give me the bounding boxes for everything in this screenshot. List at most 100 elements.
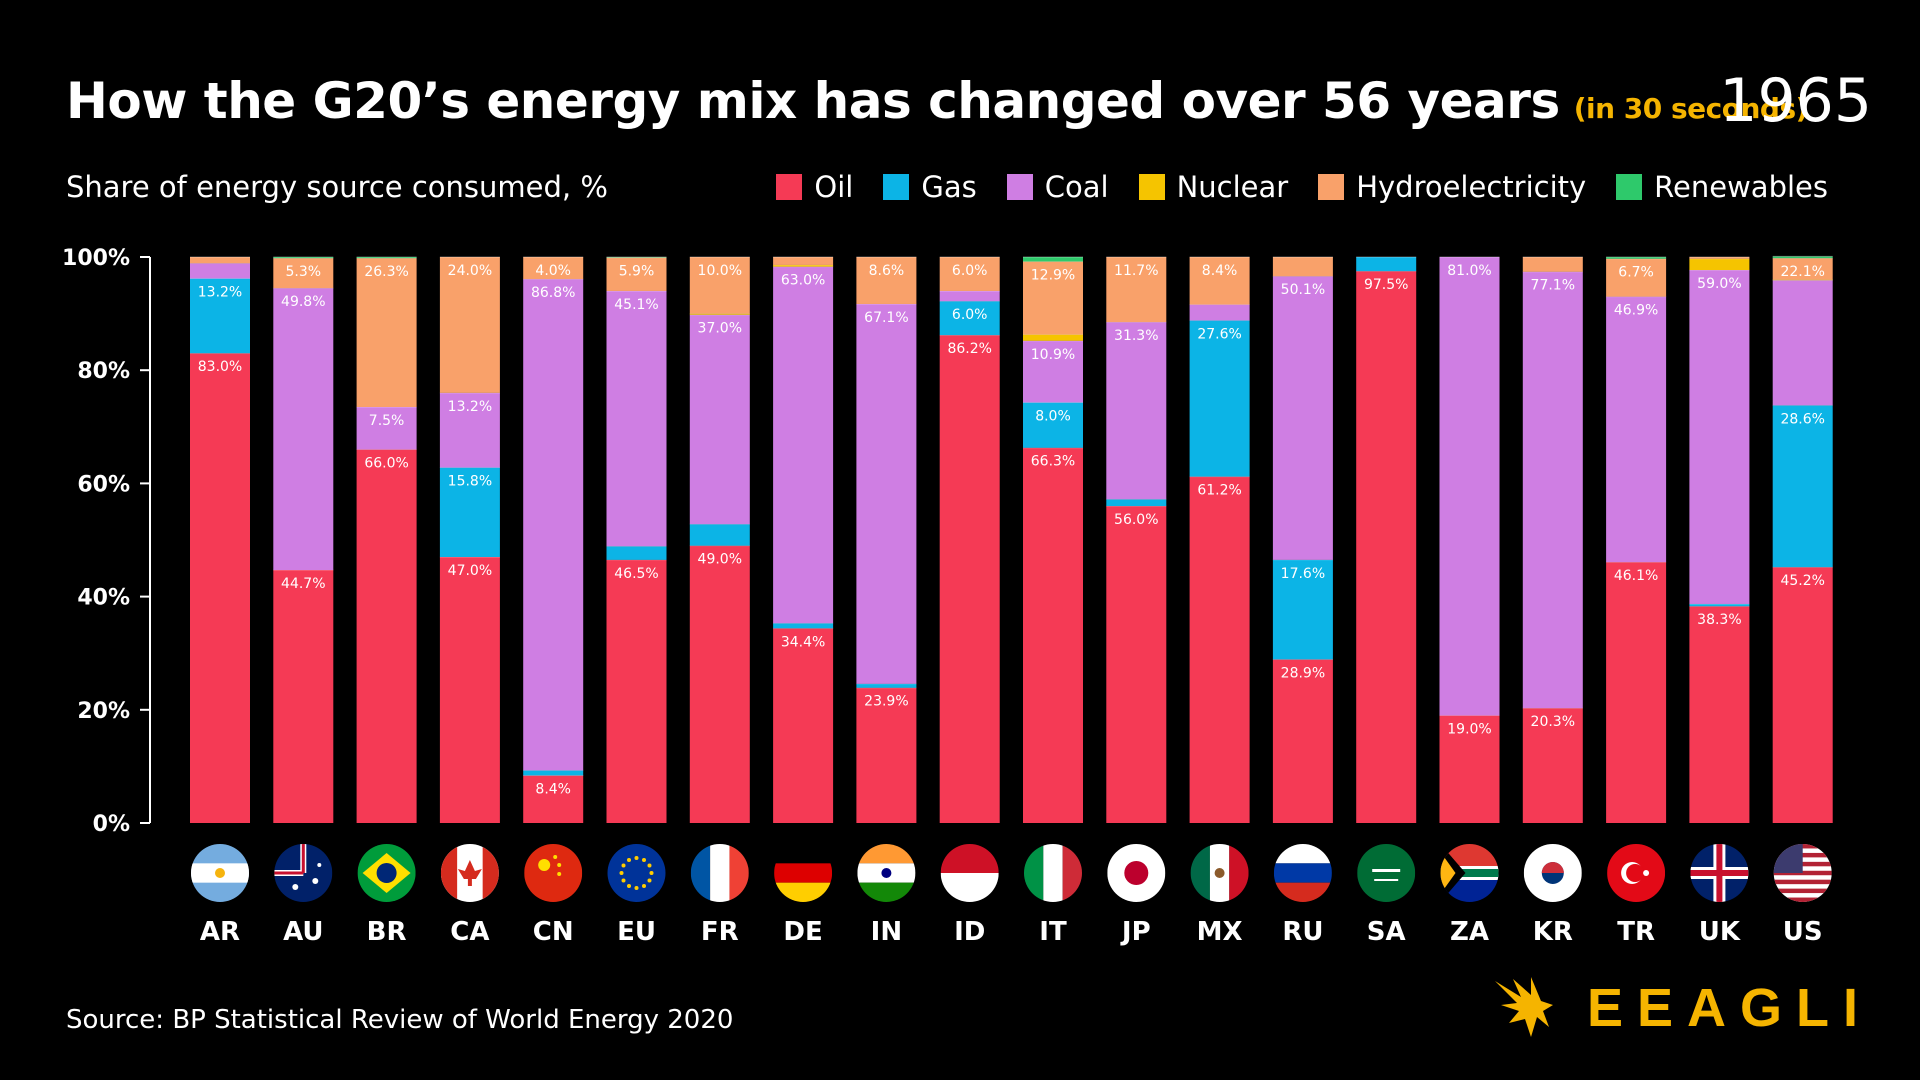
- x-tick-label: ZA: [1450, 917, 1489, 947]
- bar-segment-oil: [1189, 476, 1250, 823]
- data-label-coal: 67.1%: [864, 310, 908, 326]
- bar-segment-oil: [1023, 447, 1083, 823]
- data-label-hydro: 5.9%: [619, 264, 655, 280]
- bar-segment-renewables: [356, 257, 417, 259]
- data-label-hydro: 11.7%: [1114, 263, 1158, 279]
- data-label-gas: 17.6%: [1281, 566, 1325, 582]
- bar-segment-hydro: [439, 257, 500, 393]
- bar-segment-coal: [1522, 271, 1583, 709]
- bar-segment-oil: [523, 775, 584, 823]
- bar-segment-renewables: [1772, 256, 1833, 259]
- bar-segment-coal: [1189, 304, 1250, 321]
- bar-segment-gas: [939, 301, 1000, 336]
- bar-segment-gas: [856, 683, 917, 688]
- bar-segment-oil: [356, 449, 417, 823]
- data-label-oil: 44.7%: [281, 576, 325, 592]
- data-label-oil: 86.2%: [947, 341, 991, 357]
- eu-flag-icon: [607, 844, 666, 902]
- data-label-oil: 97.5%: [1364, 277, 1408, 293]
- data-label-hydro: 4.0%: [535, 263, 571, 279]
- bar-segment-gas: [1189, 320, 1250, 477]
- bar-segment-coal: [689, 314, 750, 525]
- data-label-oil: 8.4%: [535, 781, 571, 797]
- x-tick-label: JP: [1120, 917, 1151, 947]
- bar-segment-hydro: [1772, 258, 1833, 280]
- data-label-coal: 63.0%: [781, 273, 825, 289]
- x-tick-label: MX: [1197, 917, 1243, 947]
- bar-segment-gas: [523, 770, 584, 776]
- bar-segment-renewables: [1023, 257, 1083, 262]
- x-tick-label: CA: [450, 917, 489, 947]
- data-label-coal: 49.8%: [281, 294, 325, 310]
- bar-segment-hydro: [773, 257, 834, 265]
- bar-segment-coal: [1689, 270, 1750, 604]
- data-label-gas: 15.8%: [448, 474, 492, 490]
- bar-segment-coal: [856, 303, 917, 684]
- bar-segment-gas: [1272, 559, 1333, 660]
- bar-segment-gas: [1689, 603, 1750, 607]
- chart-subtitle: Share of energy source consumed, %: [66, 170, 608, 204]
- legend-label-renewables: Renewables: [1654, 170, 1828, 204]
- bar-segment-oil: [1606, 562, 1667, 823]
- bar-segment-coal: [1606, 296, 1667, 563]
- bar-segment-oil: [273, 569, 334, 823]
- data-label-hydro: 24.0%: [448, 263, 492, 279]
- bar-segment-renewables: [273, 257, 334, 259]
- data-label-oil: 46.5%: [614, 566, 658, 582]
- legend-label-hydro: Hydroelectricity: [1356, 170, 1587, 204]
- brand-name: EEAGLI: [1586, 978, 1872, 1038]
- bar-segment-hydro: [190, 257, 250, 264]
- bar-segment-oil: [773, 628, 834, 823]
- bar-segment-hydro: [1272, 257, 1333, 277]
- bar-segment-gas: [1023, 402, 1083, 448]
- data-label-coal: 50.1%: [1281, 282, 1325, 298]
- data-label-coal: 81.0%: [1447, 263, 1491, 279]
- y-tick-label: 40%: [77, 586, 130, 611]
- data-label-hydro: 6.0%: [952, 263, 988, 279]
- eagle-icon: [1494, 977, 1553, 1037]
- x-tick-label: CN: [533, 917, 574, 947]
- x-tick-label: FR: [701, 917, 739, 947]
- x-tick-label: DE: [783, 917, 822, 947]
- bar-segment-hydro: [1023, 261, 1083, 335]
- bar-segment-hydro: [523, 257, 584, 280]
- bar-segment-gas: [606, 546, 667, 560]
- india-flag-icon: [857, 844, 916, 902]
- chart-title-note: (in 30 seconds): [1573, 92, 1809, 125]
- bar-segment-oil: [1439, 715, 1500, 823]
- legend-item-nuclear: Nuclear: [1138, 170, 1288, 204]
- data-label-hydro: 10.0%: [698, 263, 742, 279]
- data-label-hydro: 8.4%: [1202, 263, 1238, 279]
- bar-segment-coal: [1106, 322, 1167, 500]
- data-label-oil: 56.0%: [1114, 512, 1158, 528]
- legend-swatch-gas: [883, 174, 910, 200]
- bar-segment-oil: [1272, 659, 1333, 823]
- data-label-gas: 13.2%: [198, 285, 242, 301]
- bar-segment-coal: [439, 392, 500, 468]
- bar-segment-coal: [606, 290, 667, 547]
- bar-segment-coal: [773, 266, 834, 624]
- data-label-coal: 59.0%: [1697, 276, 1741, 292]
- mexico-flag-icon: [1190, 844, 1249, 902]
- data-label-coal: 46.9%: [1614, 303, 1658, 319]
- x-tick-label: KR: [1533, 917, 1573, 947]
- data-label-oil: 83.0%: [198, 359, 242, 375]
- bar-segment-coal: [1439, 257, 1500, 716]
- legend-swatch-oil: [776, 174, 803, 200]
- legend-swatch-coal: [1006, 174, 1033, 200]
- data-label-oil: 66.0%: [364, 455, 408, 471]
- year-label: 1965: [1719, 66, 1872, 136]
- y-tick-label: 80%: [77, 359, 130, 384]
- y-tick-label: 60%: [77, 472, 130, 497]
- bar-segment-oil: [1522, 708, 1583, 823]
- bar-segment-gas: [190, 278, 250, 354]
- legend-item-coal: Coal: [1006, 170, 1109, 204]
- legend-item-hydro: Hydroelectricity: [1318, 170, 1586, 204]
- data-label-oil: 28.9%: [1281, 665, 1325, 681]
- bar-segment-coal: [1272, 276, 1333, 560]
- australia-flag-icon: [274, 844, 333, 902]
- bar-segment-hydro: [273, 258, 334, 289]
- data-label-coal: 37.0%: [698, 321, 742, 337]
- data-label-oil: 47.0%: [448, 563, 492, 579]
